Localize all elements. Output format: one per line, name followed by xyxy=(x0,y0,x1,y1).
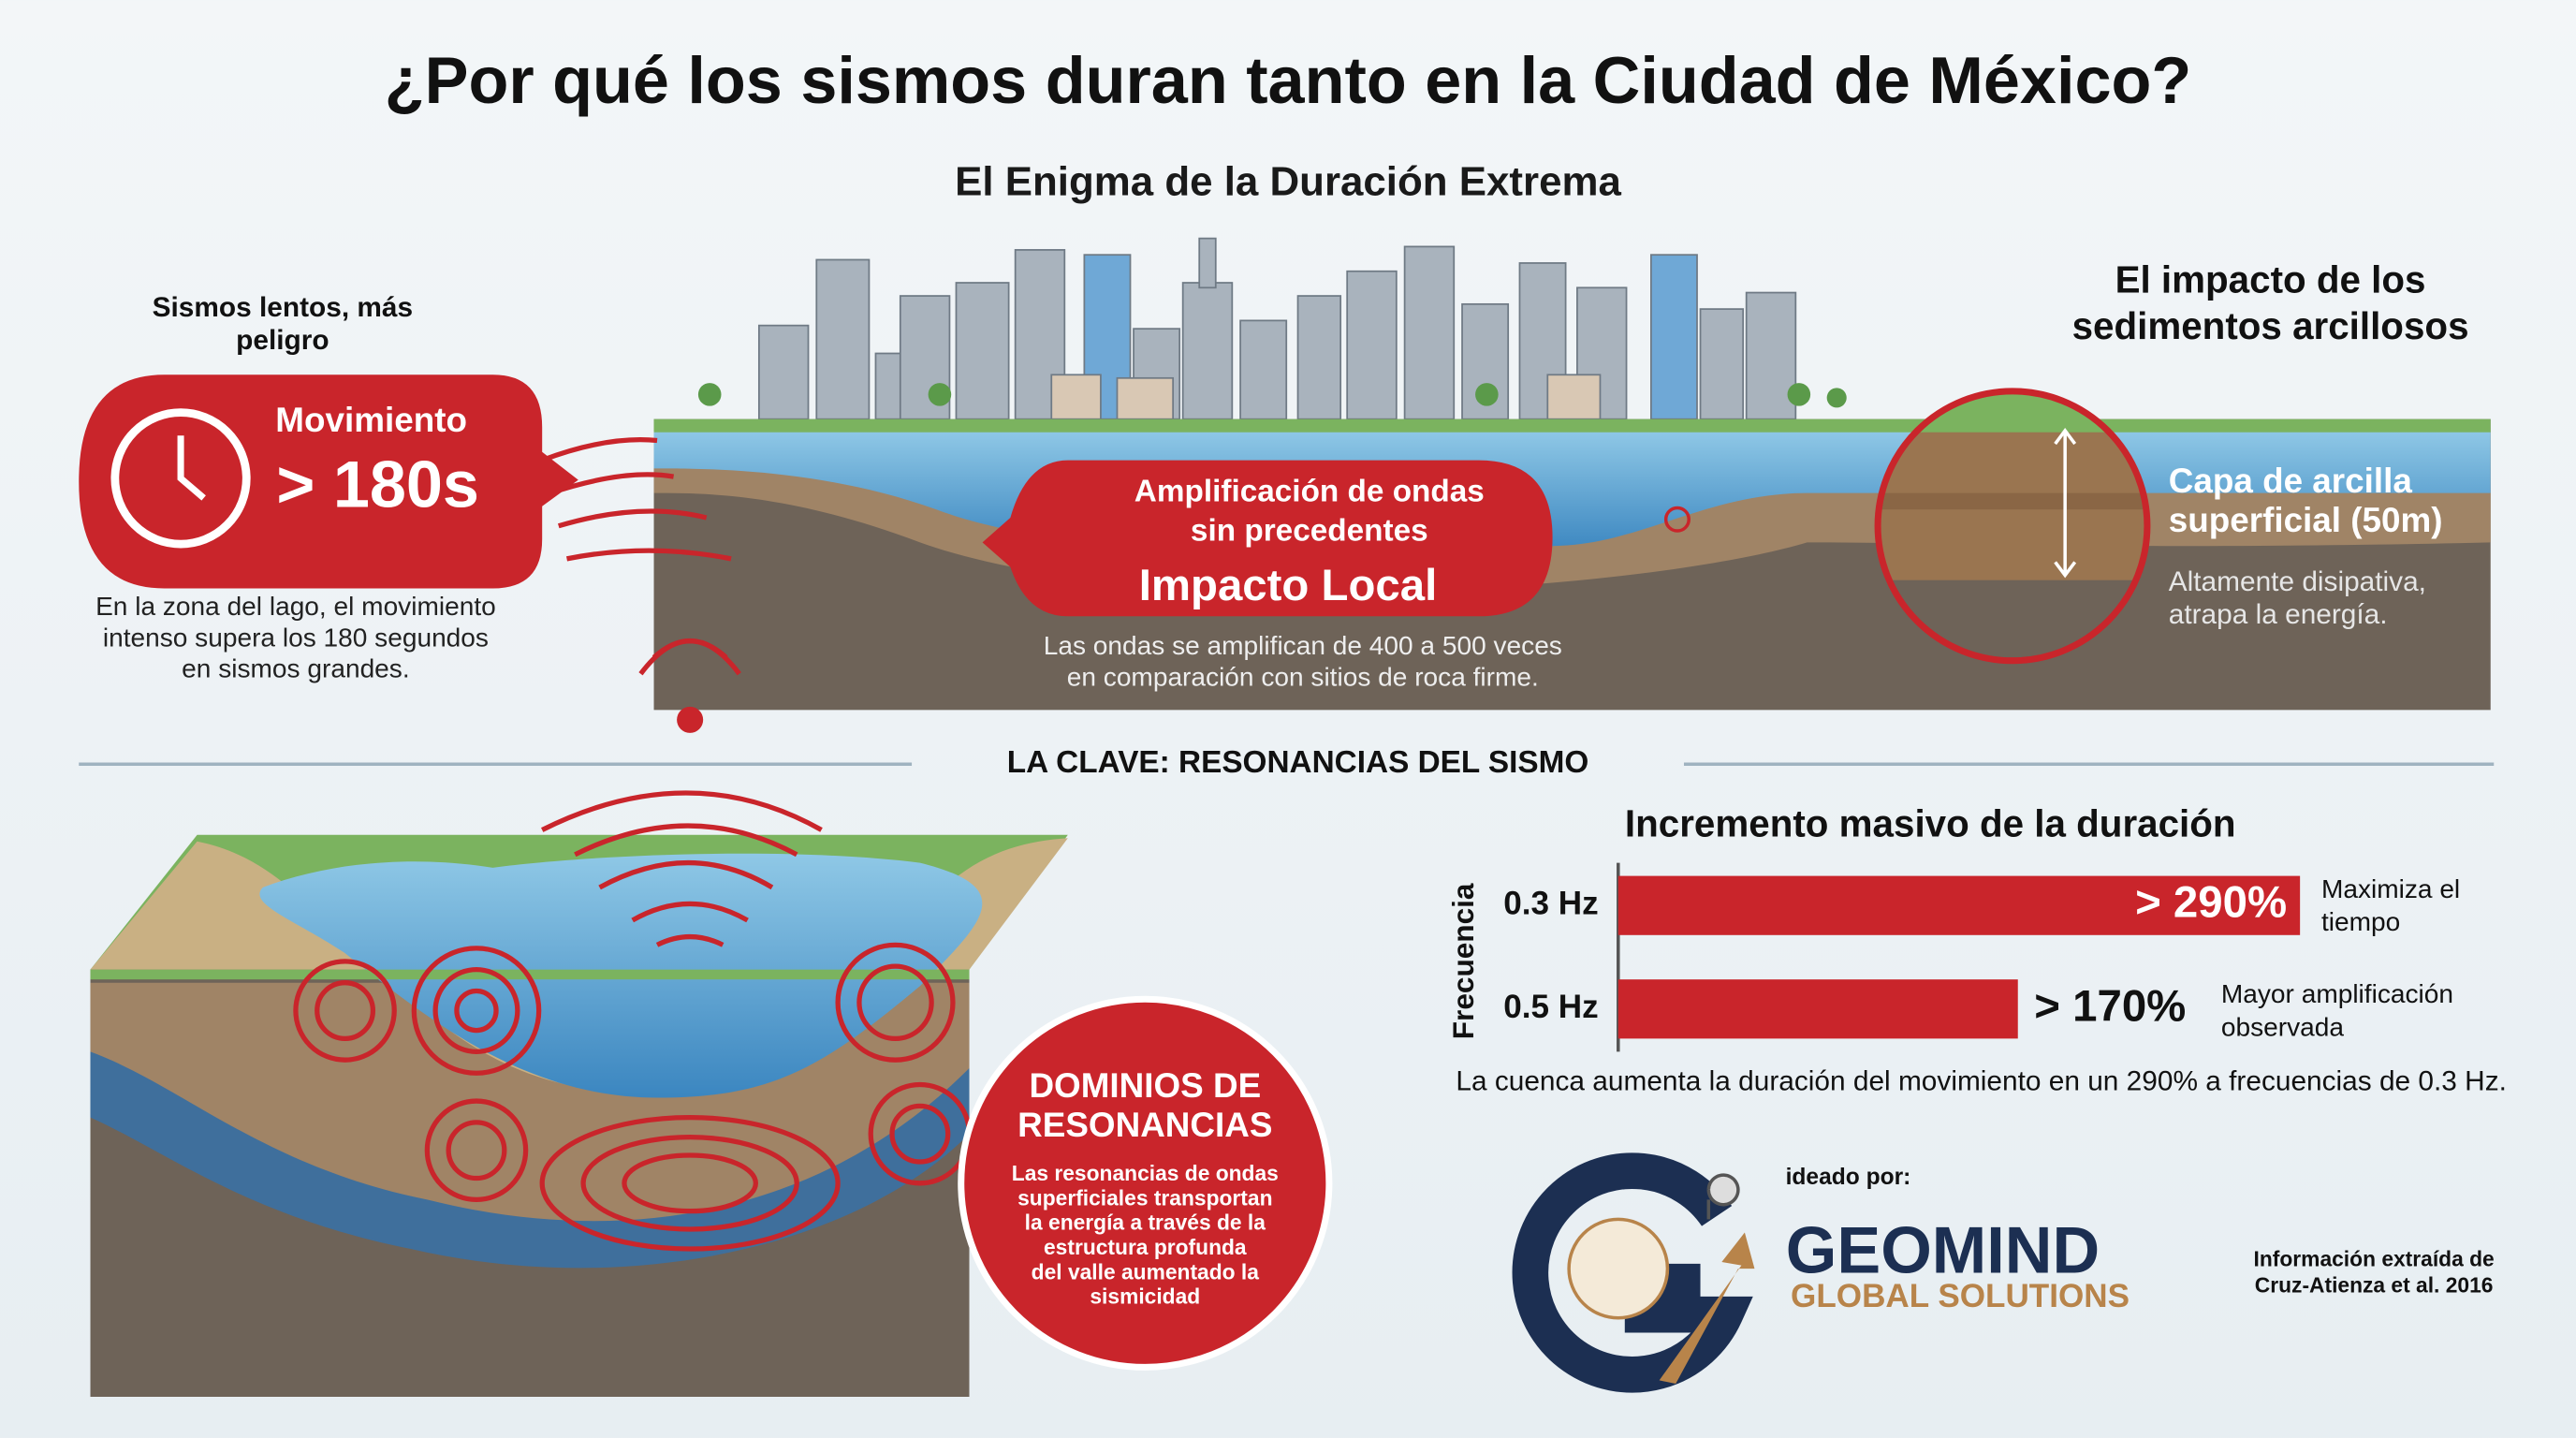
logo xyxy=(1512,1152,1755,1393)
zoom-marker xyxy=(1663,506,1690,533)
layer-label: superficial (50m) xyxy=(2169,501,2443,539)
resonance-text: sismicidad xyxy=(1090,1284,1200,1309)
source: Información extraída de xyxy=(2254,1246,2495,1270)
bar xyxy=(1617,875,2301,935)
waves-left xyxy=(541,437,741,676)
value-label: > 290% xyxy=(2135,878,2287,928)
clock-hands xyxy=(177,435,206,501)
badge xyxy=(79,374,578,589)
bar-chart: Incremento masivo de la duración Frecuen… xyxy=(1446,802,2507,1097)
chart-title: Incremento masivo de la duración xyxy=(1625,802,2236,845)
resonance-badge xyxy=(958,995,1333,1371)
badge-value: > 180s xyxy=(276,448,479,521)
resonance-text: estructura profunda xyxy=(1044,1235,1247,1259)
title: ¿Por qué los sismos duran tanto en la Ci… xyxy=(385,43,2191,117)
bar xyxy=(1617,979,2018,1039)
left-heading: Sismos lentos, más xyxy=(153,292,414,323)
resonance-title: DOMINIOS DE xyxy=(1029,1066,1261,1105)
center-caption: Las ondas se amplifican de 400 a 500 vec… xyxy=(1044,631,1562,660)
resonance-title: RESONANCIAS xyxy=(1017,1106,1272,1144)
right-heading: sedimentos arcillosos xyxy=(2072,304,2469,347)
source: Cruz-Atienza et al. 2016 xyxy=(2255,1272,2494,1297)
y-tick-label: 0.5 Hz xyxy=(1503,989,1598,1025)
bar-annotation: tiempo xyxy=(2321,907,2400,936)
basin-block xyxy=(90,834,1068,1397)
value-label: > 170% xyxy=(2034,981,2186,1031)
brand: GEOMIND xyxy=(1786,1213,2100,1287)
left-text: en sismos grandes. xyxy=(182,654,409,683)
callout-title: Impacto Local xyxy=(1139,561,1438,610)
layer-label: Capa de arcilla xyxy=(2169,462,2413,500)
resonance-text: la energía a través de la xyxy=(1025,1211,1266,1235)
left-text: intenso supera los 180 segundos xyxy=(103,623,489,652)
callout-text: Amplificación de ondas xyxy=(1134,474,1485,508)
resonance-waves xyxy=(293,790,973,1252)
left-heading: peligro xyxy=(236,325,329,356)
callout xyxy=(982,460,1553,617)
resonance-text: superficiales transportan xyxy=(1017,1185,1272,1210)
center-caption: en comparación con sitios de roca firme. xyxy=(1067,662,1539,691)
clock-icon xyxy=(110,408,251,549)
trees xyxy=(697,383,1847,408)
layer-text: Altamente disipativa, xyxy=(2169,566,2426,597)
layer-text: atrapa la energía. xyxy=(2169,599,2388,630)
divider-title: LA CLAVE: RESONANCIAS DEL SISMO xyxy=(1007,745,1589,780)
subtitle: El Enigma de la Duración Extrema xyxy=(955,158,1621,204)
brand-sub: GLOBAL SOLUTIONS xyxy=(1791,1278,2130,1314)
right-heading: El impacto de los xyxy=(2115,258,2426,301)
chart-caption: La cuenca aumenta la duración del movimi… xyxy=(1456,1066,2507,1097)
y-tick-label: 0.3 Hz xyxy=(1503,885,1598,921)
epicenter xyxy=(677,706,704,733)
left-text: En la zona del lago, el movimiento xyxy=(95,592,496,621)
skyline xyxy=(757,237,1797,420)
bar-annotation: Mayor amplificación xyxy=(2221,979,2453,1008)
bar-annotation: observada xyxy=(2221,1012,2345,1041)
resonance-text: del valle aumentado la xyxy=(1032,1259,1260,1284)
y-axis-label: Frecuencia xyxy=(1446,883,1480,1039)
callout-text: sin precedentes xyxy=(1191,514,1428,549)
resonance-text: Las resonancias de ondas xyxy=(1012,1161,1279,1185)
badge-label: Movimiento xyxy=(275,401,467,439)
bar-annotation: Maximiza el xyxy=(2321,874,2460,903)
credit-by: ideado por: xyxy=(1786,1165,1911,1190)
